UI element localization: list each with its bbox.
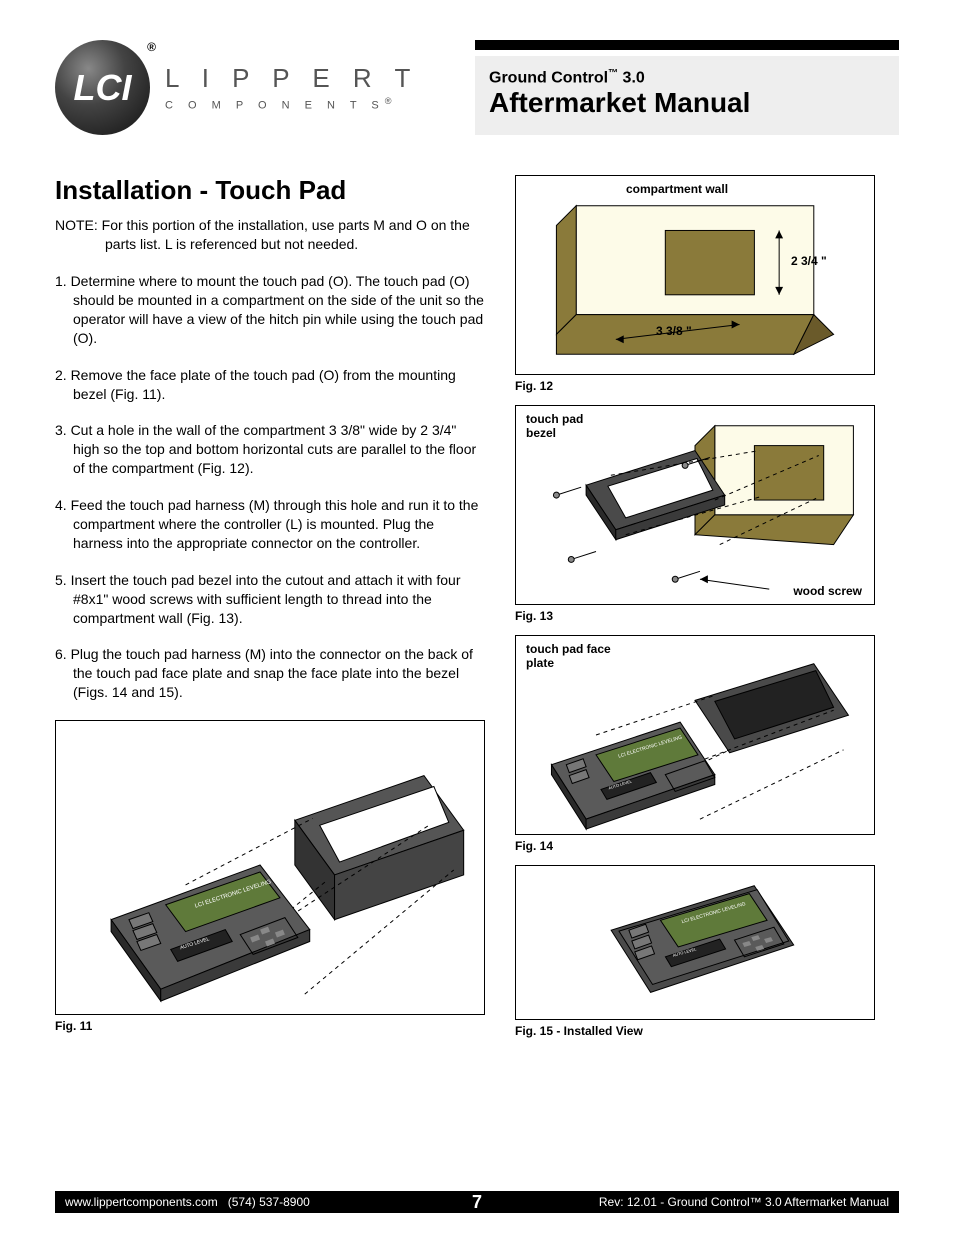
- figure-14: touch pad face plate: [515, 635, 875, 835]
- step: 5. Insert the touch pad bezel into the c…: [55, 571, 485, 628]
- figure-13: touch pad bezel wood screw: [515, 405, 875, 605]
- step: 4. Feed the touch pad harness (M) throug…: [55, 496, 485, 553]
- logo-block: LCI ® L I P P E R T C O M P O N E N T S®: [55, 40, 445, 135]
- fig12-diagram: [516, 176, 874, 374]
- logo-letters: LCI: [74, 67, 132, 109]
- note: NOTE: For this portion of the installati…: [55, 216, 485, 254]
- fig12-height: 2 3/4 ": [791, 254, 827, 268]
- brand-top: L I P P E R T: [165, 63, 418, 94]
- registered-icon: ®: [147, 40, 156, 54]
- fig13-bezel: touch pad bezel: [526, 412, 606, 440]
- fig15-diagram: LCI ELECTRONIC LEVELING AUTO LEVEL: [516, 866, 874, 1019]
- product-line: Ground Control™ 3.0: [489, 68, 885, 87]
- figure-12: compartment wall: [515, 175, 875, 375]
- footer-rev: Rev: 12.01 - Ground Control™ 3.0 Afterma…: [599, 1195, 889, 1209]
- fig14-label: Fig. 14: [515, 839, 875, 853]
- fig13-label: Fig. 13: [515, 609, 875, 623]
- step: 3. Cut a hole in the wall of the compart…: [55, 421, 485, 478]
- doc-type: Aftermarket Manual: [489, 87, 885, 119]
- fig11-label: Fig. 11: [55, 1019, 485, 1033]
- fig14-face: touch pad face plate: [526, 642, 616, 670]
- fig13-screw: wood screw: [793, 584, 862, 598]
- fig12-label: Fig. 12: [515, 379, 875, 393]
- title-bar: [475, 40, 899, 50]
- step: 6. Plug the touch pad harness (M) into t…: [55, 645, 485, 702]
- fig12-width: 3 3/8 ": [656, 324, 692, 338]
- section-title: Installation - Touch Pad: [55, 175, 485, 206]
- figure-15: LCI ELECTRONIC LEVELING AUTO LEVEL: [515, 865, 875, 1020]
- step: 2. Remove the face plate of the touch pa…: [55, 366, 485, 404]
- brand-text: L I P P E R T C O M P O N E N T S®: [165, 63, 418, 112]
- fig11-diagram: LCI ELECTRONIC LEVELING AUTO LEVEL: [56, 721, 484, 1014]
- step: 1. Determine where to mount the touch pa…: [55, 272, 485, 348]
- left-column: Installation - Touch Pad NOTE: For this …: [55, 175, 485, 1050]
- footer-phone: (574) 537-8900: [228, 1195, 310, 1209]
- right-column: compartment wall: [515, 175, 875, 1050]
- title-block: Ground Control™ 3.0 Aftermarket Manual: [475, 40, 899, 135]
- title-box: Ground Control™ 3.0 Aftermarket Manual: [475, 56, 899, 135]
- figure-11: LCI ELECTRONIC LEVELING AUTO LEVEL: [55, 720, 485, 1033]
- fig15-label: Fig. 15 - Installed View: [515, 1024, 875, 1038]
- brand-bottom: C O M P O N E N T S®: [165, 96, 418, 112]
- footer: www.lippertcomponents.com (574) 537-8900…: [0, 1191, 954, 1213]
- footer-page: 7: [472, 1192, 482, 1213]
- footer-url: www.lippertcomponents.com: [65, 1195, 218, 1209]
- header: LCI ® L I P P E R T C O M P O N E N T S®…: [55, 40, 899, 135]
- fig12-callout: compartment wall: [626, 182, 728, 196]
- steps-list: 1. Determine where to mount the touch pa…: [55, 272, 485, 702]
- logo-icon: LCI ®: [55, 40, 150, 135]
